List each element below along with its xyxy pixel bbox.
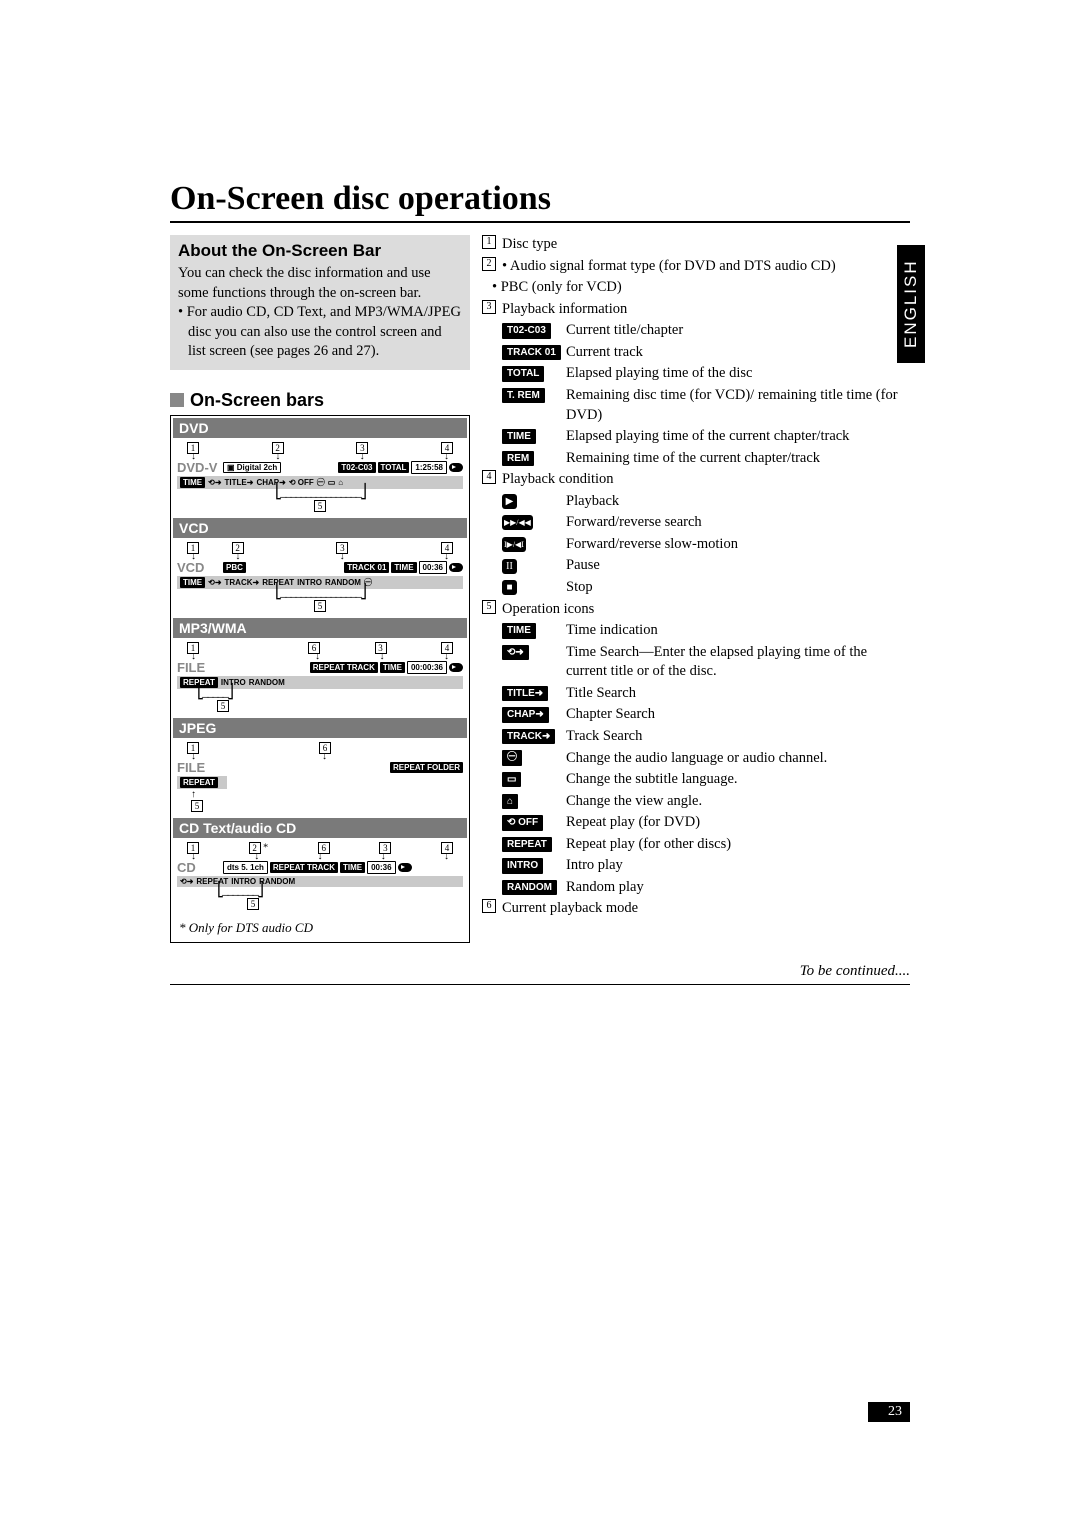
page-number: 23 xyxy=(868,1402,910,1422)
dvd-bar: DVD-V ▣ Digital 2ch T02-C03 TOTAL 1:25:5… xyxy=(177,460,463,475)
language-tab: ENGLISH xyxy=(897,245,925,363)
mp3-head: MP3/WMA xyxy=(173,618,467,638)
legend-4: Playback condition xyxy=(502,470,910,490)
about-p1: You can check the disc information and u… xyxy=(178,265,431,301)
vcd-body: 1234 ↓↓↓↓ VCD PBC TRACK 01 TIME 00:36 TI… xyxy=(173,538,467,618)
play-icon xyxy=(449,663,463,672)
legend-3: Playback information xyxy=(502,300,910,320)
play-icon xyxy=(449,563,463,572)
content-columns: About the On-Screen Bar You can check th… xyxy=(170,235,910,943)
page-title: On-Screen disc operations xyxy=(170,180,910,223)
about-heading: About the On-Screen Bar xyxy=(178,241,462,261)
right-column: 1Disc type 2• Audio signal format type (… xyxy=(482,235,910,943)
cd-head: CD Text/audio CD xyxy=(173,818,467,838)
dvd-body: 1234 ↓↓↓↓ DVD-V ▣ Digital 2ch T02-C03 TO… xyxy=(173,438,467,518)
cd-body: 12 *634 ↓↓↓↓↓ CD dts 5. 1ch REPEAT TRACK… xyxy=(173,838,467,916)
jpeg-bar: FILE REPEAT FOLDER xyxy=(177,760,463,775)
legend-2b: • PBC (only for VCD) xyxy=(482,278,910,298)
cd-bar: CD dts 5. 1ch REPEAT TRACK TIME 00:36 xyxy=(177,860,463,875)
page: On-Screen disc operations ENGLISH About … xyxy=(0,0,1080,1528)
mp3-bar: FILE REPEAT TRACK TIME 00:00:36 xyxy=(177,660,463,675)
to-be-continued: To be continued.... xyxy=(170,963,910,980)
jpeg-body: 16 ↓↓ FILE REPEAT FOLDER REPEAT ↑5 xyxy=(173,738,467,818)
bars-section-title: On-Screen bars xyxy=(190,390,324,411)
jpeg-strip: REPEAT xyxy=(177,776,227,789)
section-marker-icon xyxy=(170,393,184,407)
about-p2: • For audio CD, CD Text, and MP3/WMA/JPE… xyxy=(178,303,462,362)
vcd-head: VCD xyxy=(173,518,467,538)
mp3-body: 1634 ↓↓↓↓ FILE REPEAT TRACK TIME 00:00:3… xyxy=(173,638,467,718)
bars-box: DVD 1234 ↓↓↓↓ DVD-V ▣ Digital 2ch T02-C0… xyxy=(170,415,470,943)
play-icon xyxy=(449,463,463,472)
dts-note: * Only for DTS audio CD xyxy=(173,916,467,940)
about-text: You can check the disc information and u… xyxy=(178,264,462,362)
dvd-head: DVD xyxy=(173,418,467,438)
vcd-bar: VCD PBC TRACK 01 TIME 00:36 xyxy=(177,560,463,575)
about-box: About the On-Screen Bar You can check th… xyxy=(170,235,470,370)
legend-1: Disc type xyxy=(502,235,910,255)
left-column: About the On-Screen Bar You can check th… xyxy=(170,235,470,943)
footer-rule xyxy=(170,984,910,985)
bars-section-header: On-Screen bars xyxy=(170,390,470,411)
legend-5: Operation icons xyxy=(502,600,910,620)
legend-2a: • Audio signal format type (for DVD and … xyxy=(502,257,910,277)
jpeg-head: JPEG xyxy=(173,718,467,738)
legend-6: Current playback mode xyxy=(502,899,910,919)
play-icon xyxy=(398,863,412,872)
